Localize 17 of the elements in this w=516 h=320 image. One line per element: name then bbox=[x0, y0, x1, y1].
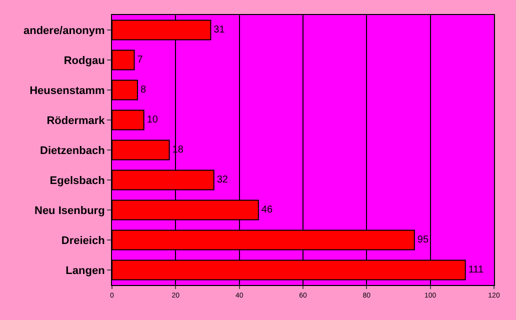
data-label: 31 bbox=[214, 24, 226, 36]
y-tick-label: Egelsbach bbox=[50, 174, 106, 187]
y-tick-label: Rödermark bbox=[46, 114, 106, 127]
y-tick-label: Langen bbox=[66, 264, 106, 277]
y-tick-label: Heusenstamm bbox=[30, 84, 106, 97]
data-label: 32 bbox=[216, 174, 228, 186]
y-tick-label: Dietzenbach bbox=[40, 144, 106, 157]
y-tick-label: Dreieich bbox=[61, 234, 106, 247]
y-tick-label: Neu Isenburg bbox=[34, 204, 105, 217]
data-label: 111 bbox=[468, 264, 484, 276]
y-tick-label: andere/anonym bbox=[23, 24, 106, 37]
data-label: 8 bbox=[140, 84, 146, 96]
data-label: 10 bbox=[146, 114, 158, 126]
data-label: 46 bbox=[261, 204, 273, 216]
y-tick-label: Rodgau bbox=[64, 54, 105, 67]
data-label: 7 bbox=[137, 54, 144, 66]
data-label: 95 bbox=[417, 234, 429, 246]
